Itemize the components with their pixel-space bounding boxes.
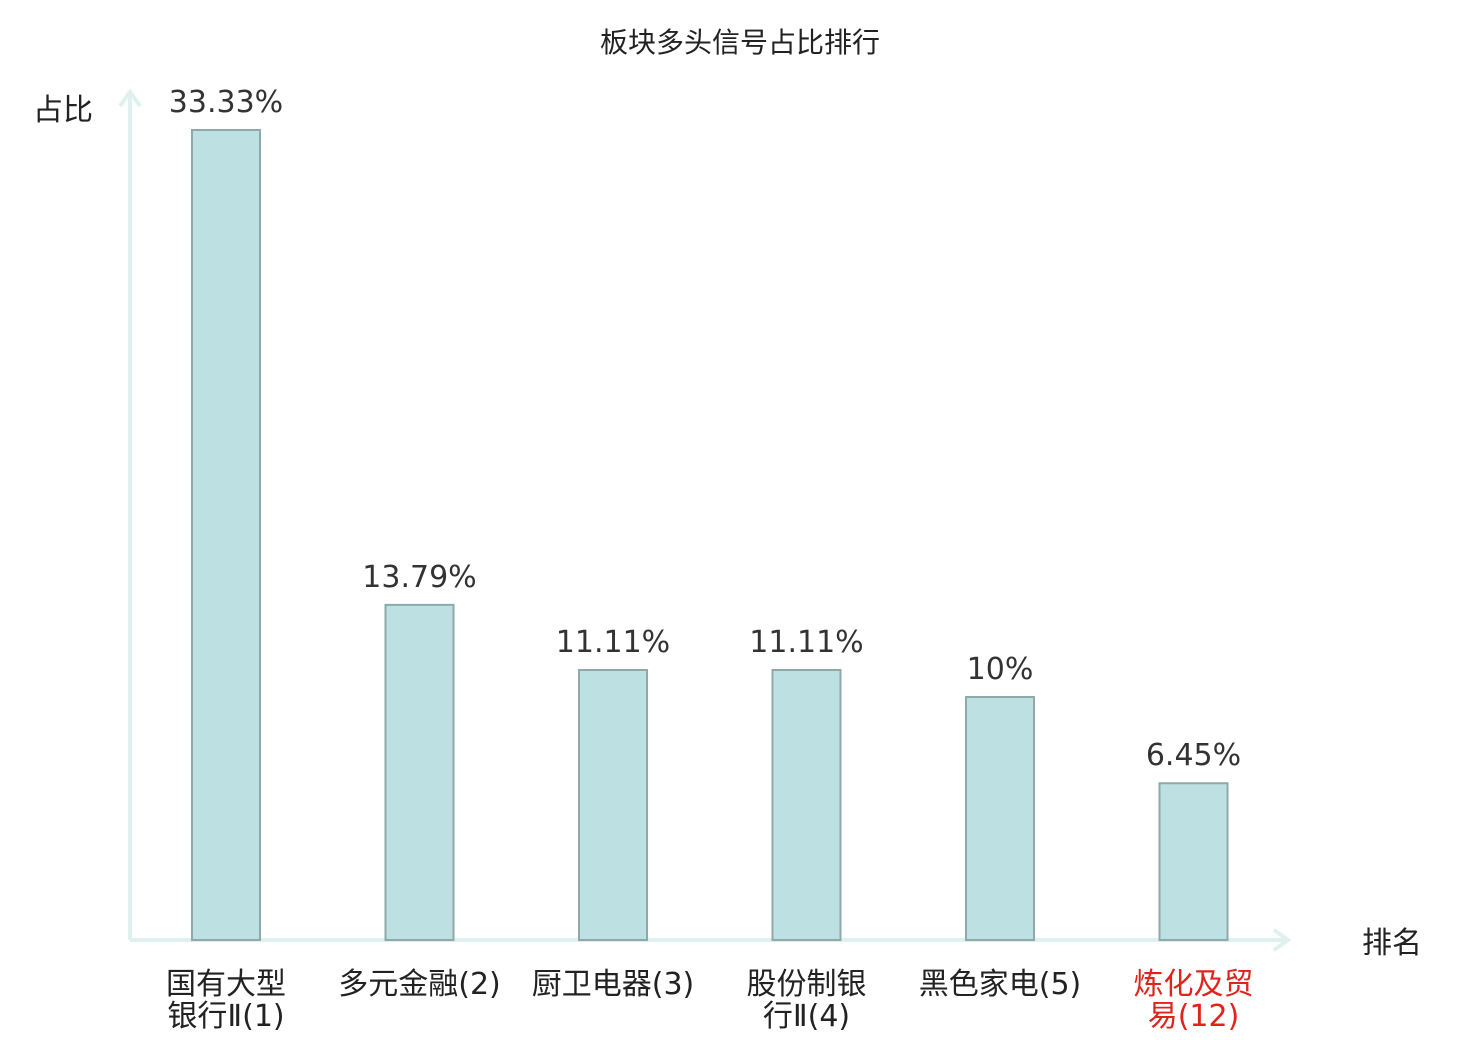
- category-label-4-line-2: 行Ⅱ(4): [763, 999, 850, 1034]
- category-label-4-line-1: 股份制银: [747, 967, 867, 1002]
- x-axis-label: 排名: [1362, 926, 1422, 961]
- category-label-1-line-1: 国有大型: [166, 967, 286, 1002]
- value-labels: 33.33% 13.79% 11.11% 11.11% 10% 6.45%: [169, 85, 1241, 773]
- value-label-4: 11.11%: [749, 625, 863, 660]
- bar-1: [191, 129, 261, 941]
- category-label-6-line-2: 易(12): [1148, 999, 1240, 1034]
- bar-4: [771, 669, 842, 941]
- value-label-3: 11.11%: [556, 625, 670, 660]
- value-label-6: 6.45%: [1146, 738, 1241, 773]
- x-axis-arrow: [1272, 928, 1292, 952]
- value-label-5: 10%: [967, 652, 1034, 687]
- category-label-2-line-1: 多元金融(2): [338, 967, 501, 1002]
- bar-3: [578, 669, 648, 941]
- y-axis-arrow: [118, 88, 142, 108]
- bars: [191, 129, 1229, 942]
- category-label-3-line-1: 厨卫电器(3): [532, 967, 695, 1002]
- axes: [118, 88, 1292, 952]
- bar-5: [965, 695, 1035, 942]
- chart-title: 板块多头信号占比排行: [600, 26, 880, 59]
- category-label-1-line-2: 银行Ⅱ(1): [167, 999, 284, 1034]
- bar-6: [1158, 782, 1229, 941]
- value-label-2: 13.79%: [362, 560, 476, 595]
- value-label-1: 33.33%: [169, 85, 283, 120]
- bar-2: [384, 603, 455, 942]
- y-axis-label: 占比: [33, 93, 93, 128]
- category-label-6-line-1: 炼化及贸: [1134, 967, 1254, 1002]
- category-label-5-line-1: 黑色家电(5): [919, 967, 1082, 1002]
